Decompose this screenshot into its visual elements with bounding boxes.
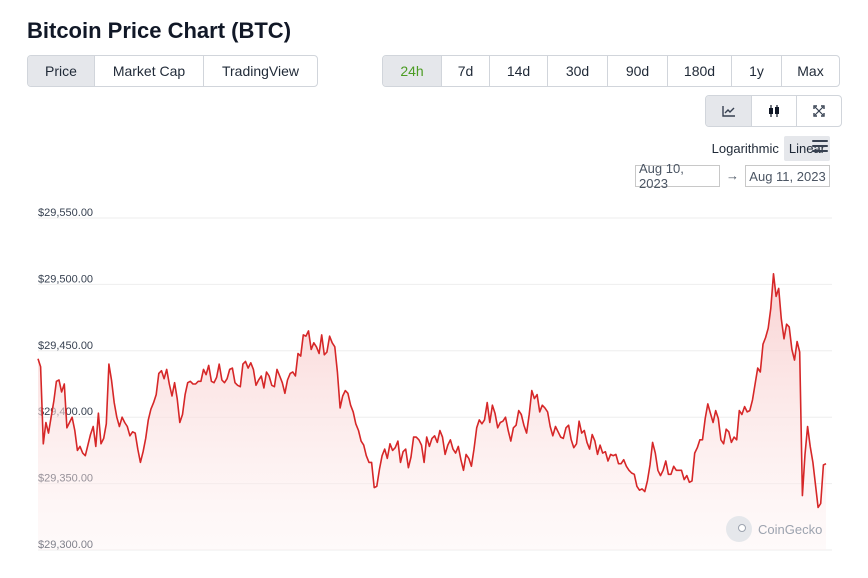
range-14d-button[interactable]: 14d: [489, 56, 547, 86]
coingecko-watermark: CoinGecko: [726, 516, 822, 542]
line-chart-button[interactable]: [706, 96, 751, 126]
range-90d-button[interactable]: 90d: [607, 56, 667, 86]
chart-type-buttons: [705, 95, 842, 127]
tab-price[interactable]: Price: [28, 56, 94, 86]
y-tick-label: $29,550.00: [38, 207, 93, 219]
range-7d-button[interactable]: 7d: [441, 56, 489, 86]
tab-market-cap[interactable]: Market Cap: [94, 56, 203, 86]
date-to-input[interactable]: Aug 11, 2023: [745, 165, 830, 187]
expand-button[interactable]: [796, 96, 841, 126]
range-1y-button[interactable]: 1y: [731, 56, 781, 86]
page-title: Bitcoin Price Chart (BTC): [27, 18, 292, 43]
coingecko-logo-icon: [726, 516, 752, 542]
range-30d-button[interactable]: 30d: [547, 56, 607, 86]
scale-toggle: Logarithmic Linear: [707, 136, 830, 161]
metric-tabs: Price Market Cap TradingView: [27, 55, 318, 87]
watermark-label: CoinGecko: [758, 521, 823, 537]
candlestick-icon: [769, 105, 779, 117]
range-max-button[interactable]: Max: [781, 56, 839, 86]
line-chart-icon: [721, 106, 735, 117]
price-area-fill: [38, 273, 826, 550]
candlestick-button[interactable]: [751, 96, 796, 126]
hamburger-menu-icon[interactable]: [812, 140, 828, 154]
range-24h-button[interactable]: 24h: [383, 56, 441, 86]
expand-icon: [813, 105, 825, 117]
logarithmic-option[interactable]: Logarithmic: [711, 141, 779, 156]
range-180d-button[interactable]: 180d: [667, 56, 731, 86]
price-line: [37, 273, 827, 509]
arrow-right-icon: →: [726, 168, 739, 183]
range-tabs: 24h 7d 14d 30d 90d 180d 1y Max: [382, 55, 840, 87]
linear-option[interactable]: Linear: [783, 136, 830, 161]
y-tick-label: $29,450.00: [38, 340, 93, 352]
tab-tradingview[interactable]: TradingView: [203, 56, 317, 86]
y-tick-label: $29,500.00: [38, 273, 93, 285]
